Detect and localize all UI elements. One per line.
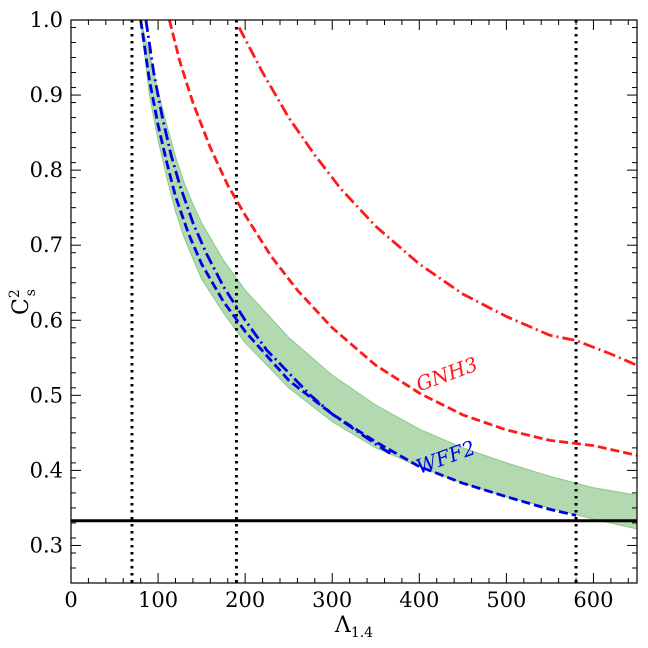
y-tick-label: 0.6 [30,308,63,332]
x-tick-label: 200 [225,588,265,612]
axis-ticks: 0 100 200 300 400 500 600 0.3 0.4 0.5 0.6 0.7 0.8 0.9… [30,8,637,612]
plot-frame [70,19,638,584]
y-tick-label: 0.9 [30,83,63,107]
x-tick-label: 0 [64,588,77,612]
x-tick-label: 500 [486,588,526,612]
series-line-0 [144,20,394,457]
plot-area [71,20,637,583]
series-line-2 [168,20,637,457]
y-axis-label: C2s [7,289,39,315]
y-tick-label: 0.3 [30,533,63,557]
x-tick-label: 300 [312,588,352,612]
x-axis-label: Λ1.4 [334,613,373,641]
annotation-gnh3: GNH3 [413,352,481,396]
y-tick-label: 0.4 [30,458,63,482]
x-tick-label: 100 [138,588,178,612]
x-tick-label: 600 [573,588,613,612]
y-tick-label: 1.0 [30,8,63,32]
uncertainty-band [140,20,637,530]
y-tick-label: 0.7 [30,233,63,257]
x-tick-label: 400 [399,588,439,612]
y-tick-label: 0.5 [30,383,63,407]
y-tick-label: 0.8 [30,158,63,182]
series-line-1 [139,20,577,517]
